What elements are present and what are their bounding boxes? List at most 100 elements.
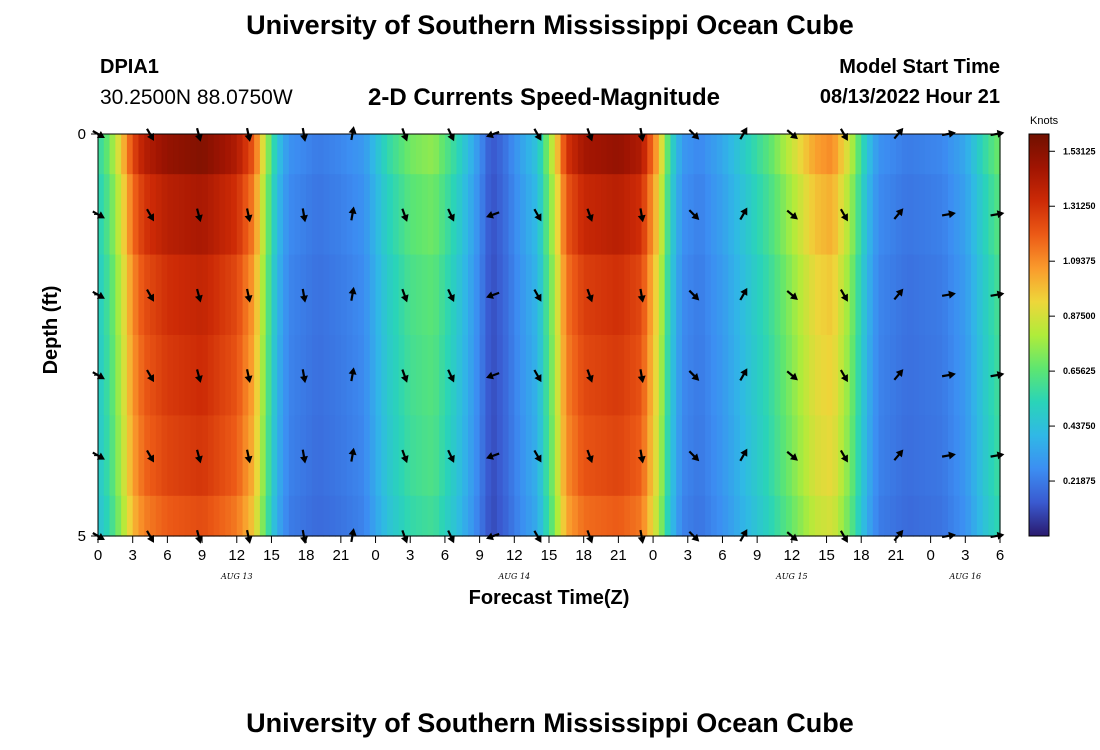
heatmap-cell: [416, 174, 423, 256]
heatmap-cell: [832, 495, 839, 537]
heatmap-cell: [728, 174, 735, 256]
heatmap-cell: [705, 134, 712, 175]
heatmap-cell: [924, 335, 932, 416]
current-vector-arrow: [941, 451, 956, 460]
heatmap-cell: [311, 174, 319, 256]
heatmap-cell: [502, 415, 510, 497]
heatmap-cell: [566, 174, 573, 256]
heatmap-cell: [126, 495, 134, 537]
heatmap-cell: [265, 495, 273, 537]
heatmap-cell: [757, 254, 764, 336]
heatmap-cell: [803, 174, 810, 256]
heatmap-cell: [363, 495, 371, 537]
heatmap-cell: [959, 415, 966, 497]
heatmap-cell: [653, 335, 660, 416]
current-vector-arrow: [893, 208, 904, 220]
heatmap-cell: [809, 495, 816, 537]
heatmap-cell: [219, 335, 226, 416]
current-vector-arrow: [637, 529, 646, 544]
heatmap-cell: [612, 495, 619, 537]
heatmap-cell: [687, 415, 695, 497]
heatmap-cell: [924, 254, 932, 336]
heatmap-cell: [942, 495, 949, 537]
current-vector-arrow: [688, 370, 700, 381]
current-vector-arrow: [739, 448, 748, 462]
heatmap-cell: [496, 174, 504, 256]
heatmap-cell: [346, 495, 354, 537]
heatmap-cell: [820, 134, 828, 175]
heatmap-cell: [901, 415, 909, 497]
heatmap-cell: [653, 174, 660, 256]
heatmap-cell: [462, 174, 469, 256]
heatmap-cell: [132, 174, 140, 256]
heatmap-cell: [878, 254, 885, 336]
heatmap-cell: [965, 174, 972, 256]
colorbar-tick-label: 0.87500: [1063, 311, 1096, 321]
heatmap-cell: [658, 335, 666, 416]
heatmap-cell: [843, 495, 851, 537]
heatmap-cell: [855, 174, 862, 256]
heatmap-cell: [144, 254, 151, 336]
current-vector-arrow: [146, 449, 154, 463]
heatmap-cell: [103, 174, 111, 256]
heatmap-cell: [867, 495, 874, 537]
heatmap-cell: [329, 254, 336, 336]
heatmap-cell: [462, 495, 469, 537]
heatmap-cell: [953, 415, 961, 497]
heatmap-cell: [462, 415, 469, 497]
heatmap-cell: [433, 174, 440, 256]
heatmap-cell: [254, 415, 261, 497]
heatmap-cell: [340, 415, 348, 497]
date-label: AUG 13: [220, 572, 253, 581]
heatmap-cell: [491, 495, 498, 537]
heatmap-cell: [884, 415, 891, 497]
heatmap-cell: [681, 495, 689, 537]
heatmap-cell: [456, 335, 463, 416]
heatmap-cell: [416, 495, 423, 537]
current-vector-arrow: [586, 127, 594, 142]
heatmap-cell: [930, 495, 937, 537]
heatmap-cell: [635, 415, 643, 497]
heatmap-cell: [606, 254, 614, 336]
heatmap-cell: [115, 134, 122, 175]
heatmap-cell: [323, 415, 330, 497]
heatmap-cell: [982, 134, 990, 175]
heatmap-cell: [745, 134, 752, 175]
heatmap-cell: [468, 134, 475, 175]
x-tick-label: 6: [996, 547, 1004, 564]
heatmap-cell: [953, 134, 961, 175]
current-vector-arrow: [586, 449, 594, 464]
heatmap-cell: [762, 335, 770, 416]
heatmap-cell: [971, 415, 978, 497]
heatmap-cell: [549, 495, 556, 537]
heatmap-cell: [901, 335, 909, 416]
heatmap-cell: [710, 335, 718, 416]
heatmap-cell: [710, 415, 718, 497]
heatmap-cell: [138, 174, 145, 256]
heatmap-cell: [520, 174, 527, 256]
heatmap-cell: [190, 495, 197, 537]
colorbar-scale: [1028, 133, 1050, 537]
heatmap-cell: [311, 335, 319, 416]
heatmap-cell: [531, 415, 539, 497]
heatmap-cell: [525, 174, 533, 256]
current-vector-arrow: [739, 287, 748, 301]
current-vector-arrow: [400, 127, 409, 142]
station-id: DPIA1: [100, 56, 159, 78]
heatmap-cell: [103, 495, 111, 537]
current-vector-arrow: [941, 371, 956, 379]
heatmap-cell: [138, 254, 145, 336]
heatmap-cell: [676, 134, 683, 175]
x-tick-label: 9: [753, 547, 761, 564]
heatmap-cell: [641, 335, 648, 416]
heatmap-cell: [138, 415, 145, 497]
heatmap-cell: [947, 134, 955, 175]
heatmap-cell: [554, 415, 562, 497]
heatmap-cell: [647, 254, 654, 336]
heatmap-cell: [184, 415, 192, 497]
current-vector-arrow: [533, 289, 542, 302]
heatmap-cell: [398, 174, 406, 256]
current-vector-arrow: [739, 127, 748, 140]
heatmap-cell: [566, 495, 573, 537]
heatmap-cell: [421, 415, 429, 497]
